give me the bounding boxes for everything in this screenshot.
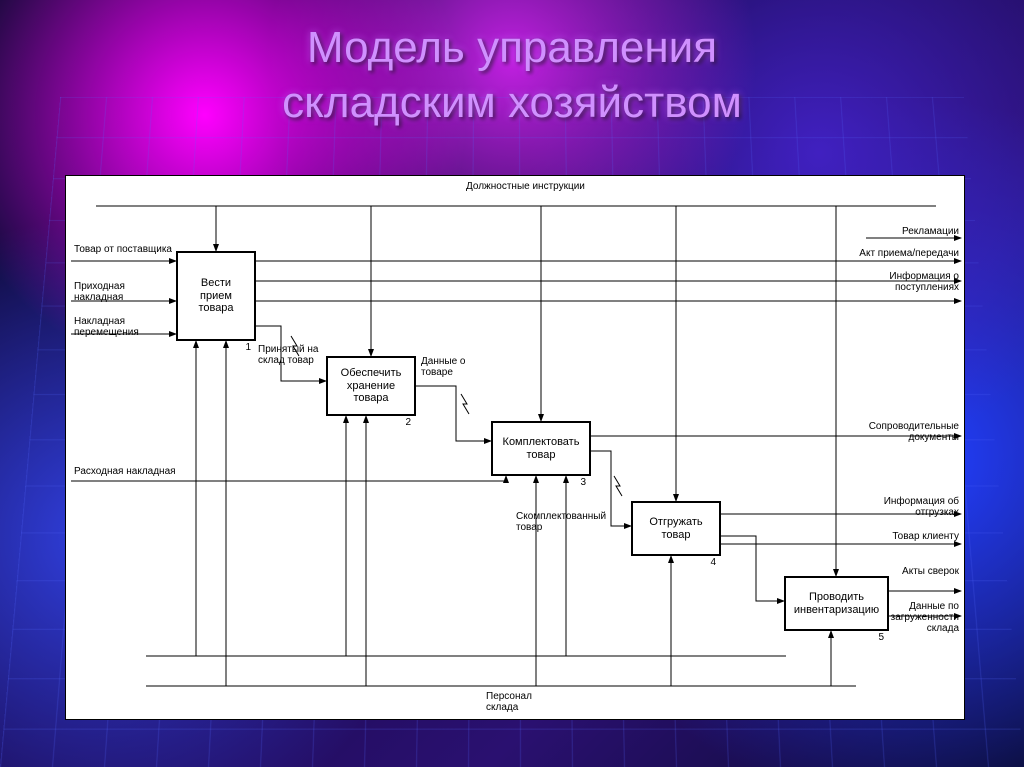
node-1-num: 1 <box>245 342 251 354</box>
node-3: Комплектоватьтовар 3 <box>491 421 591 476</box>
output-right-4: Информация оботгрузках <box>884 496 959 518</box>
node-2: Обеспечитьхранениетовара 2 <box>326 356 416 416</box>
input-left-0: Товар от поставщика <box>74 244 172 255</box>
node-3-num: 3 <box>580 477 586 489</box>
node-5: Проводитьинвентаризацию 5 <box>784 576 889 631</box>
node-1: Вестиприемтовара 1 <box>176 251 256 341</box>
node-4-num: 4 <box>710 557 716 569</box>
output-right-1: Акт приема/передачи <box>859 248 959 259</box>
node-5-num: 5 <box>878 632 884 644</box>
input-left-2: Накладнаяперемещения <box>74 316 139 338</box>
node-4-label: Отгружатьтовар <box>635 516 717 541</box>
output-right-3: Сопроводительныедокументы <box>869 421 959 443</box>
node-1-label: Вестиприемтовара <box>180 277 252 315</box>
top-control-label: Должностные инструкции <box>466 181 585 192</box>
page-title: Модель управленияскладским хозяйством <box>0 20 1024 130</box>
output-right-7: Данные позагруженностисклада <box>891 601 959 634</box>
output-right-0: Рекламации <box>902 226 959 237</box>
inter-label-1: Данные отоваре <box>421 356 465 378</box>
input-left-3: Расходная накладная <box>74 466 176 477</box>
flowchart-diagram: Должностные инструкции Вестиприемтовара … <box>65 175 965 720</box>
output-right-6: Акты сверок <box>902 566 959 577</box>
output-right-2: Информация опоступлениях <box>889 271 959 293</box>
node-3-label: Комплектоватьтовар <box>495 436 587 461</box>
input-left-1: Приходнаянакладная <box>74 281 125 303</box>
node-4: Отгружатьтовар 4 <box>631 501 721 556</box>
inter-label-2: Скомплектованныйтовар <box>516 511 606 533</box>
node-5-label: Проводитьинвентаризацию <box>788 591 885 616</box>
node-2-label: Обеспечитьхранениетовара <box>330 367 412 405</box>
bottom-mechanism-label: Персоналсклада <box>486 691 532 713</box>
inter-label-0: Принятый насклад товар <box>258 344 319 366</box>
output-right-5: Товар клиенту <box>892 531 959 542</box>
node-2-num: 2 <box>405 417 411 429</box>
